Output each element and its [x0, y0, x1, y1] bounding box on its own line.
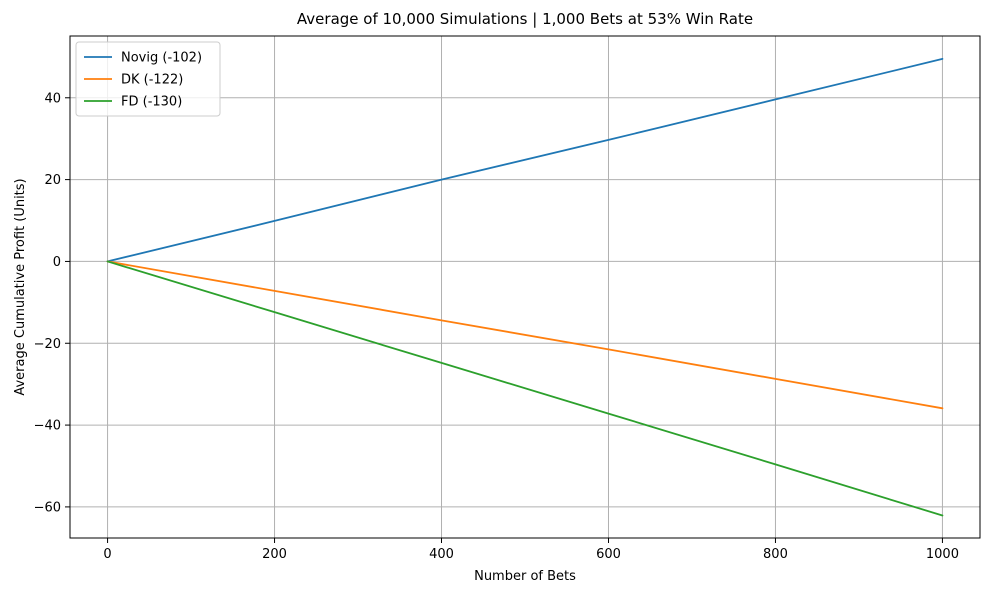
x-tick-label: 600: [596, 547, 621, 562]
series-line-dk: [106, 260, 944, 410]
y-axis-label: Average Cumulative Profit (Units): [13, 178, 28, 395]
x-tick-label: 800: [763, 547, 788, 562]
legend-label: FD (-130): [121, 95, 182, 110]
y-tick-label: 0: [53, 255, 61, 270]
grid: [70, 36, 980, 538]
ticks: 0 200 400 600 800 1000 −60 −40 −20 0 20 40: [34, 91, 959, 562]
y-tick-label: −40: [34, 419, 61, 434]
legend: Novig (-102) DK (-122) FD (-130): [75, 41, 221, 117]
x-tick-label: 0: [103, 547, 111, 562]
y-tick-label: −60: [34, 500, 61, 515]
y-tick-label: −20: [34, 337, 61, 352]
x-axis-label: Number of Bets: [474, 569, 576, 584]
series-line-fd: [106, 260, 944, 517]
x-tick-label: 1000: [926, 547, 959, 562]
x-tick-label: 400: [429, 547, 454, 562]
y-tick-label: 20: [44, 173, 61, 188]
y-tick-label: 40: [44, 91, 61, 106]
chart-title: Average of 10,000 Simulations | 1,000 Be…: [297, 10, 753, 28]
plot-frame: [69, 35, 981, 539]
series-line-novig: [106, 58, 944, 263]
legend-label: DK (-122): [121, 73, 183, 88]
x-tick-label: 200: [262, 547, 287, 562]
series-lines: [106, 58, 944, 517]
legend-label: Novig (-102): [121, 51, 202, 66]
legend-box: [75, 41, 221, 117]
